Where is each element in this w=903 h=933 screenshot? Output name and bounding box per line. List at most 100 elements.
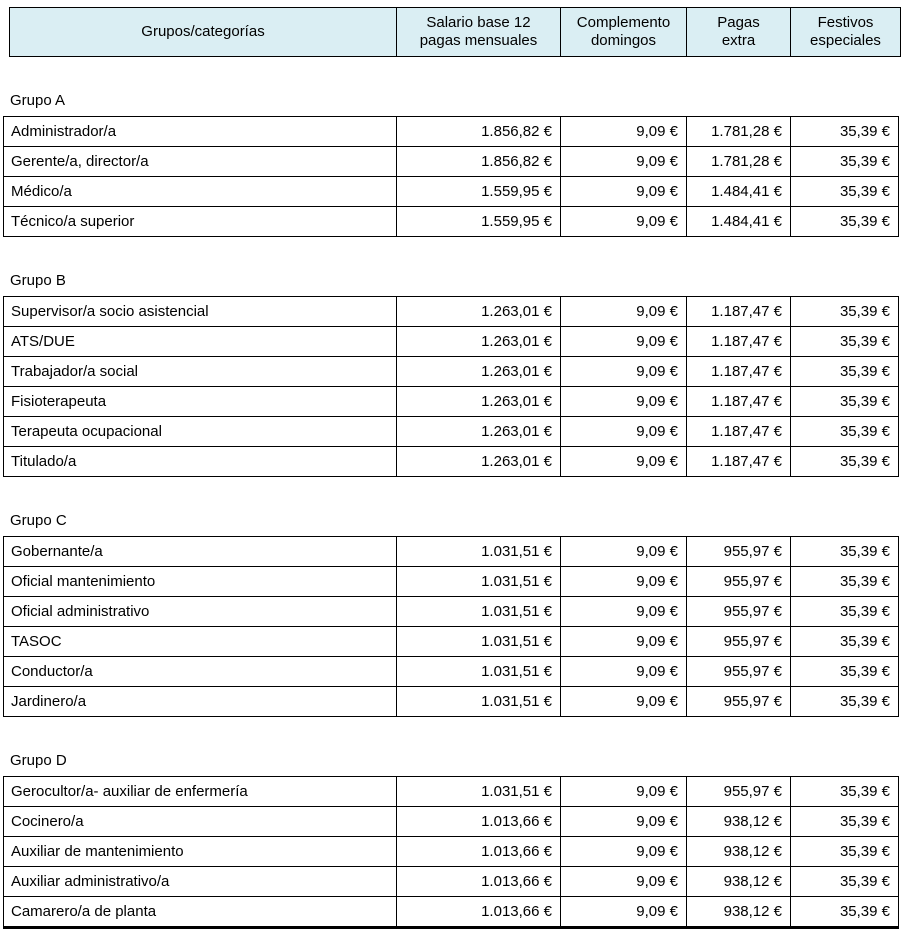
festivos-especiales-cell: 35,39 € <box>790 146 899 177</box>
table-row: Supervisor/a socio asistencial 1.263,01 €… <box>3 296 899 327</box>
column-header-row: Grupos/categorías Salario base 12 pagas … <box>9 7 901 57</box>
category-cell: Titulado/a <box>3 446 397 477</box>
table-row: Terapeuta ocupacional 1.263,01 €9,09 €1.1… <box>3 416 899 447</box>
group-section: Grupo B Supervisor/a socio asistencial 1.2… <box>0 272 903 477</box>
festivos-especiales-cell: 35,39 € <box>790 776 899 807</box>
salario-base-cell: 1.031,51 € <box>396 776 561 807</box>
pagas-extra-cell: 1.484,41 € <box>686 176 791 207</box>
complemento-domingos-cell: 9,09 € <box>560 116 687 147</box>
salario-base-cell: 1.013,66 € <box>396 896 561 928</box>
category-cell: ATS/DUE <box>3 326 397 357</box>
table-row: Trabajador/a social 1.263,01 €9,09 €1.187… <box>3 356 899 387</box>
pagas-extra-cell: 1.187,47 € <box>686 446 791 477</box>
table-row: Fisioterapeuta 1.263,01 €9,09 €1.187,47 €… <box>3 386 899 417</box>
festivos-especiales-cell: 35,39 € <box>790 536 899 567</box>
complemento-domingos-cell: 9,09 € <box>560 296 687 327</box>
category-cell: Gerente/a, director/a <box>3 146 397 177</box>
salario-base-cell: 1.263,01 € <box>396 416 561 447</box>
pagas-extra-cell: 1.187,47 € <box>686 416 791 447</box>
complemento-domingos-cell: 9,09 € <box>560 686 687 717</box>
complemento-domingos-cell: 9,09 € <box>560 776 687 807</box>
group-sections: Grupo A Administrador/a 1.856,82 €9,09 €1.… <box>0 92 903 929</box>
festivos-especiales-cell: 35,39 € <box>790 446 899 477</box>
column-header-table: Grupos/categorías Salario base 12 pagas … <box>9 7 901 57</box>
salario-base-cell: 1.013,66 € <box>396 866 561 897</box>
pagas-extra-cell: 955,97 € <box>686 656 791 687</box>
table-row: Auxiliar de mantenimiento 1.013,66 €9,09 … <box>3 836 899 867</box>
table-row: Gerente/a, director/a 1.856,82 €9,09 €1.7… <box>3 146 899 177</box>
category-cell: Supervisor/a socio asistencial <box>3 296 397 327</box>
header-label: Complemento <box>576 14 671 31</box>
category-cell: Gobernante/a <box>3 536 397 567</box>
category-cell: Administrador/a <box>3 116 397 147</box>
salario-base-cell: 1.559,95 € <box>396 206 561 237</box>
category-cell: TASOC <box>3 626 397 657</box>
table-row: TASOC 1.031,51 €9,09 €955,97 €35,39 € <box>3 626 899 657</box>
table-row: Médico/a 1.559,95 €9,09 €1.484,41 €35,39 … <box>3 176 899 207</box>
table-row: Conductor/a 1.031,51 €9,09 €955,97 €35,39… <box>3 656 899 687</box>
table-row: Oficial mantenimiento 1.031,51 €9,09 €955… <box>3 566 899 597</box>
table-row: Técnico/a superior 1.559,95 €9,09 €1.484,… <box>3 206 899 237</box>
salario-base-cell: 1.013,66 € <box>396 806 561 837</box>
pagas-extra-cell: 938,12 € <box>686 896 791 928</box>
festivos-especiales-cell: 35,39 € <box>790 656 899 687</box>
salario-base-cell: 1.031,51 € <box>396 626 561 657</box>
category-cell: Trabajador/a social <box>3 356 397 387</box>
pagas-extra-cell: 955,97 € <box>686 596 791 627</box>
complemento-domingos-cell: 9,09 € <box>560 356 687 387</box>
festivos-especiales-cell: 35,39 € <box>790 626 899 657</box>
complemento-domingos-cell: 9,09 € <box>560 176 687 207</box>
festivos-especiales-cell: 35,39 € <box>790 296 899 327</box>
pagas-extra-cell: 1.187,47 € <box>686 326 791 357</box>
complemento-domingos-cell: 9,09 € <box>560 596 687 627</box>
salario-base-cell: 1.263,01 € <box>396 326 561 357</box>
complemento-domingos-cell: 9,09 € <box>560 896 687 928</box>
festivos-especiales-cell: 35,39 € <box>790 686 899 717</box>
festivos-especiales-cell: 35,39 € <box>790 116 899 147</box>
table-row: Cocinero/a 1.013,66 €9,09 €938,12 €35,39 … <box>3 806 899 837</box>
pagas-extra-cell: 955,97 € <box>686 776 791 807</box>
salary-table: Gobernante/a 1.031,51 €9,09 €955,97 €35,3… <box>3 536 899 717</box>
festivos-especiales-cell: 35,39 € <box>790 806 899 837</box>
salary-table: Administrador/a 1.856,82 €9,09 €1.781,28 … <box>3 116 899 237</box>
table-row: Camarero/a de planta 1.013,66 €9,09 €938,… <box>3 896 899 928</box>
category-cell: Conductor/a <box>3 656 397 687</box>
pagas-extra-cell: 1.187,47 € <box>686 386 791 417</box>
festivos-especiales-cell: 35,39 € <box>790 386 899 417</box>
category-cell: Fisioterapeuta <box>3 386 397 417</box>
header-label: Festivos <box>817 14 874 31</box>
pagas-extra-cell: 955,97 € <box>686 566 791 597</box>
complemento-domingos-cell: 9,09 € <box>560 566 687 597</box>
category-cell: Médico/a <box>3 176 397 207</box>
pagas-extra-cell: 938,12 € <box>686 866 791 897</box>
festivos-especiales-cell: 35,39 € <box>790 866 899 897</box>
category-cell: Oficial administrativo <box>3 596 397 627</box>
pagas-extra-cell: 1.484,41 € <box>686 206 791 237</box>
festivos-especiales-cell: 35,39 € <box>790 356 899 387</box>
category-cell: Jardinero/a <box>3 686 397 717</box>
pagas-extra-cell: 1.187,47 € <box>686 296 791 327</box>
complemento-domingos-cell: 9,09 € <box>560 206 687 237</box>
salario-base-cell: 1.013,66 € <box>396 836 561 867</box>
group-section: Grupo C Gobernante/a 1.031,51 €9,09 €955,9… <box>0 512 903 717</box>
salario-base-cell: 1.263,01 € <box>396 356 561 387</box>
festivos-especiales-cell: 35,39 € <box>790 596 899 627</box>
pagas-extra-cell: 955,97 € <box>686 686 791 717</box>
complemento-domingos-cell: 9,09 € <box>560 656 687 687</box>
pagas-extra-cell: 955,97 € <box>686 536 791 567</box>
salary-table: Supervisor/a socio asistencial 1.263,01 €… <box>3 296 899 477</box>
group-section: Grupo A Administrador/a 1.856,82 €9,09 €1.… <box>0 92 903 237</box>
salario-base-cell: 1.031,51 € <box>396 656 561 687</box>
salario-base-cell: 1.263,01 € <box>396 296 561 327</box>
salario-base-cell: 1.856,82 € <box>396 116 561 147</box>
group-label: Grupo D <box>10 752 67 769</box>
header-cell-pagas-extra: Pagas extra <box>686 7 791 57</box>
complemento-domingos-cell: 9,09 € <box>560 836 687 867</box>
table-row: Oficial administrativo 1.031,51 €9,09 €95… <box>3 596 899 627</box>
header-label: especiales <box>810 32 881 49</box>
category-cell: Auxiliar administrativo/a <box>3 866 397 897</box>
festivos-especiales-cell: 35,39 € <box>790 206 899 237</box>
complemento-domingos-cell: 9,09 € <box>560 536 687 567</box>
pagas-extra-cell: 955,97 € <box>686 626 791 657</box>
header-label: extra <box>721 32 756 49</box>
